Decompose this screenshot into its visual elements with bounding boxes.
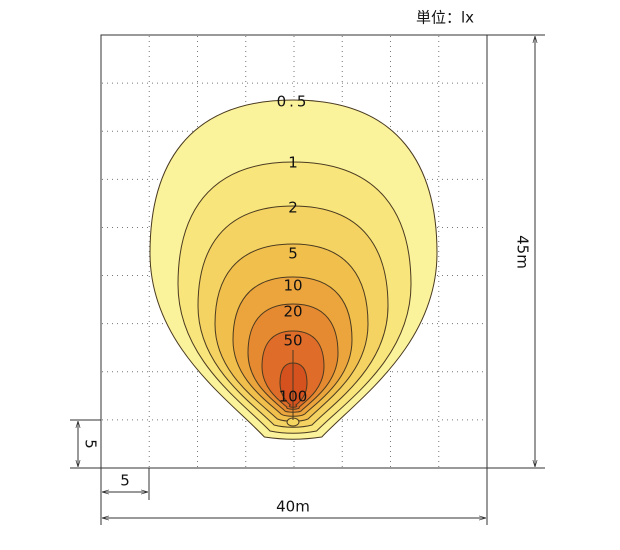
height-label: 45m [514, 235, 532, 269]
contour-label: 1 [288, 154, 298, 172]
width-label: 40m [276, 498, 310, 516]
cell-height-label: 5 [82, 439, 100, 449]
contour-label: 2 [288, 199, 298, 217]
cell-width-label: 5 [120, 472, 130, 490]
contour-label: 20 [283, 303, 302, 321]
contour-label: 5 [288, 245, 298, 263]
contour-label: 10 [283, 277, 302, 295]
contour-label: 0.5 [277, 93, 310, 111]
contour-label: 100 [279, 388, 308, 406]
contours: 0.5 1 2 5 10 20 50 100 [149, 93, 438, 440]
contour-label: 50 [283, 332, 302, 350]
unit-label: 単位：lx [416, 9, 474, 27]
